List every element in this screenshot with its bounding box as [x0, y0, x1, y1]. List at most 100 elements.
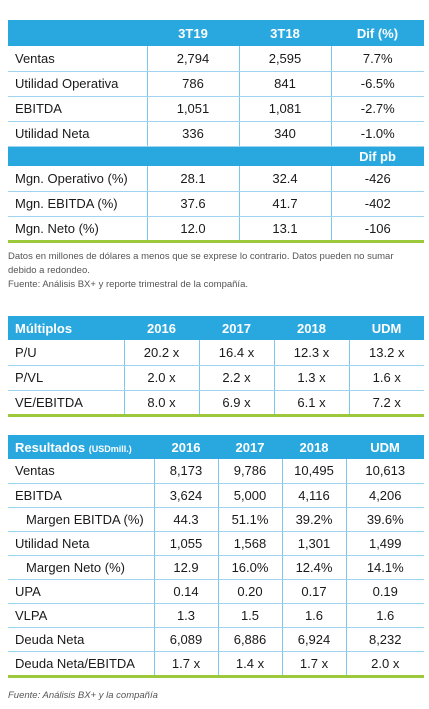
table-row: VE/EBITDA 8.0 x 6.9 x 6.1 x 7.2 x: [8, 390, 424, 417]
cell-2017: 1.4 x: [217, 651, 282, 678]
cell-2018: 12.3 x: [273, 340, 349, 366]
multiples-table: Múltiplos 2016 2017 2018 UDM P/U 20.2 x …: [8, 316, 424, 417]
table-row: P/U 20.2 x 16.4 x 12.3 x 13.2 x: [8, 340, 424, 366]
cell-udm: 39.6%: [345, 507, 424, 532]
cell-2017: 16.4 x: [198, 340, 274, 366]
cell-udm: 14.1%: [345, 555, 424, 580]
t3-header-title: Resultados (USDmill.): [8, 435, 154, 459]
cell-2016: 8.0 x: [123, 390, 199, 417]
cell-2017: 0.20: [217, 579, 282, 604]
cell-3t19: 1,051: [146, 96, 239, 122]
cell-udm: 8,232: [345, 627, 424, 652]
row-label: Mgn. Neto (%): [8, 216, 147, 243]
results-table: Resultados (USDmill.) 2016 2017 2018 UDM…: [8, 435, 424, 678]
row-label: Utilidad Neta: [8, 531, 154, 556]
table-row: Ventas 2,794 2,595 7.7%: [8, 46, 424, 72]
cell-3t18: 340: [238, 121, 331, 147]
t3-header-2018: 2018: [299, 439, 329, 455]
cell-2016: 1,055: [153, 531, 218, 556]
cell-3t19: 2,794: [146, 46, 239, 72]
cell-3t18: 2,595: [238, 46, 331, 72]
cell-2018: 1,301: [281, 531, 346, 556]
table-row: Margen EBITDA (%) 44.3 51.1% 39.2% 39.6%: [8, 507, 424, 532]
t1-header-dif: Dif (%): [356, 25, 399, 41]
cell-2018: 4,116: [281, 483, 346, 508]
row-label: Deuda Neta: [8, 627, 154, 652]
t2-header-2017: 2017: [222, 320, 251, 336]
t1-header-blank: [8, 20, 147, 46]
cell-2016: 2.0 x: [123, 365, 199, 391]
row-label: P/U: [8, 340, 124, 366]
table-row: UPA 0.14 0.20 0.17 0.19: [8, 579, 424, 604]
cell-dif: -6.5%: [330, 71, 424, 97]
cell-dif: -106: [330, 216, 424, 243]
t1-subheader-blank-3: [239, 146, 331, 166]
cell-2017: 1,568: [217, 531, 282, 556]
cell-udm: 1.6 x: [348, 365, 424, 391]
cell-2016: 3,624: [153, 483, 218, 508]
t3-unit: (USDmill.): [88, 443, 132, 454]
cell-udm: 1.6: [345, 603, 424, 628]
t2-header-2018: 2018: [297, 320, 326, 336]
cell-udm: 10,613: [345, 459, 424, 484]
t1-subheader-blank-2: [147, 146, 239, 166]
cell-3t19: 37.6: [146, 191, 239, 217]
quarterly-summary-table: 3T19 3T18 Dif (%) Ventas 2,794 2,595 7.7…: [8, 20, 424, 243]
cell-dif: -1.0%: [330, 121, 424, 147]
t1-subheader-blank: [8, 146, 147, 166]
footer-source: Fuente: Análisis BX+ y la compañía: [8, 690, 158, 701]
cell-udm: 4,206: [345, 483, 424, 508]
cell-2017: 2.2 x: [198, 365, 274, 391]
cell-2017: 6,886: [217, 627, 282, 652]
cell-2018: 39.2%: [281, 507, 346, 532]
cell-2017: 1.5: [217, 603, 282, 628]
cell-2018: 6.1 x: [273, 390, 349, 417]
data-note: Datos en millones de dólares a menos que…: [8, 251, 394, 276]
cell-udm: 2.0 x: [345, 651, 424, 678]
cell-3t19: 786: [146, 71, 239, 97]
cell-2018: 12.4%: [281, 555, 346, 580]
row-label: Mgn. Operativo (%): [8, 166, 147, 192]
table-row: Deuda Neta/EBITDA 1.7 x 1.4 x 1.7 x 2.0 …: [8, 651, 424, 678]
cell-dif: 7.7%: [330, 46, 424, 72]
cell-udm: 7.2 x: [348, 390, 424, 417]
cell-2018: 1.6: [281, 603, 346, 628]
t3-header-2017: 2017: [235, 439, 265, 455]
t2-header-title: Múltiplos: [15, 320, 73, 336]
cell-2016: 8,173: [153, 459, 218, 484]
cell-2018: 6,924: [281, 627, 346, 652]
cell-udm: 0.19: [345, 579, 424, 604]
row-label: Ventas: [8, 459, 154, 484]
row-label: P/VL: [8, 365, 124, 391]
cell-2016: 20.2 x: [123, 340, 199, 366]
table-row: Mgn. EBITDA (%) 37.6 41.7 -402: [8, 191, 424, 217]
cell-2016: 0.14: [153, 579, 218, 604]
t3-title: Resultados: [15, 439, 86, 455]
cell-2016: 44.3: [153, 507, 218, 532]
cell-udm: 13.2 x: [348, 340, 424, 366]
table-row: Mgn. Neto (%) 12.0 13.1 -106: [8, 216, 424, 243]
t2-header-udm: UDM: [371, 320, 402, 336]
cell-3t18: 1,081: [238, 96, 331, 122]
row-label: EBITDA: [8, 96, 147, 122]
t3-header-2016: 2016: [171, 439, 201, 455]
t1-header-3t18: 3T18: [270, 25, 300, 41]
t1-subheader-dif-pb: Dif pb: [359, 148, 396, 164]
row-label: VE/EBITDA: [8, 390, 124, 417]
row-label: VLPA: [8, 603, 154, 628]
table-row: VLPA 1.3 1.5 1.6 1.6: [8, 603, 424, 628]
cell-2018: 1.3 x: [273, 365, 349, 391]
cell-dif: -2.7%: [330, 96, 424, 122]
row-label: Utilidad Operativa: [8, 71, 147, 97]
t2-header-2016: 2016: [147, 320, 176, 336]
cell-3t18: 13.1: [238, 216, 331, 243]
t3-header-udm: UDM: [370, 439, 400, 455]
cell-2016: 1.3: [153, 603, 218, 628]
table-row: P/VL 2.0 x 2.2 x 1.3 x 1.6 x: [8, 365, 424, 391]
cell-dif: -426: [330, 166, 424, 192]
cell-3t19: 12.0: [146, 216, 239, 243]
cell-3t18: 32.4: [238, 166, 331, 192]
cell-2016: 6,089: [153, 627, 218, 652]
t1-header-3t19: 3T19: [178, 25, 208, 41]
table-row: Deuda Neta 6,089 6,886 6,924 8,232: [8, 627, 424, 652]
